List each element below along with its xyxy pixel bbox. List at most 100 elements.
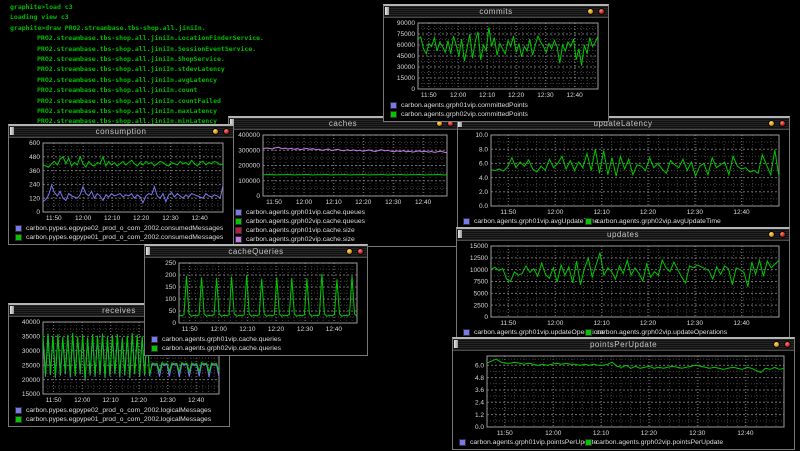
y-tick-label: 15000 <box>470 243 488 250</box>
terminal-line: PRO2.streambase.tbs-shop.all.jiniIn.stde… <box>37 65 225 74</box>
minimize-button[interactable] <box>346 248 353 255</box>
minimize-button[interactable] <box>587 8 594 15</box>
legend-swatch-green-icon <box>585 329 593 336</box>
terminal-line: PRO2.streambase.tbs-shop.all.jiniIn.minL… <box>37 117 218 126</box>
legend-swatch-green-icon <box>15 234 22 241</box>
legend-swatch-green-icon <box>390 111 397 118</box>
legend-item: carbon.agents.grph01vip.committedPoints <box>390 101 604 110</box>
legend-item: carbon.agents.grph01vip.cache.queries <box>151 335 363 344</box>
legend-label: carbon.pypes.egpype02_prod_o_com_2002.lo… <box>26 407 212 414</box>
titlebar[interactable]: cacheQueries <box>145 246 367 258</box>
legend-item: carbon.pypes.egpype01_prod_o_com_2002.co… <box>15 233 229 242</box>
minimize-button[interactable] <box>768 120 775 127</box>
y-tick-label: 30000 <box>22 348 40 355</box>
x-tick-label: 12:10 <box>104 215 121 222</box>
y-tick-label: 10000 <box>470 267 488 274</box>
y-tick-label: 120 <box>29 195 40 202</box>
legend-swatch-violet-icon <box>235 236 242 243</box>
close-button[interactable] <box>779 231 786 238</box>
titlebar[interactable]: consumption <box>9 126 233 138</box>
legend-swatch-blue-icon <box>459 439 466 446</box>
legend-swatch-blue-icon <box>15 407 22 414</box>
x-tick-label: 12:30 <box>159 397 176 404</box>
y-tick-label: 200000 <box>238 163 260 170</box>
x-tick-label: 12:20 <box>508 92 525 99</box>
titlebar[interactable]: pointsPerUpdate <box>453 339 794 351</box>
legend-item: carbon.agents.grph02vip.cache.queues <box>235 217 453 226</box>
terminal-line: PRO2.streambase.tbs-shop.all.jiniIn.avgL… <box>37 75 218 84</box>
x-tick-label: 12:40 <box>566 92 583 99</box>
y-tick-label: 360 <box>29 168 40 175</box>
close-button[interactable] <box>357 248 364 255</box>
legend-swatch-green-icon <box>585 218 593 225</box>
legend-item: carbon.agents.grph01vip.cache.queues <box>235 208 453 217</box>
series-line-green <box>42 155 224 169</box>
chart-canvas: 0 15000 30000 45000 60000 75000 90000 11:50 12:0… <box>397 20 599 99</box>
legend-item: carbon.agents.grph01vip.updateOperations <box>463 328 605 337</box>
x-tick-label: 12:20 <box>268 326 285 333</box>
y-tick-label: 0 <box>411 86 415 93</box>
x-tick-label: 12:40 <box>733 320 750 327</box>
legend-item: carbon.pypes.egpype02_prod_o_com_2002.co… <box>15 224 229 233</box>
x-tick-label: 12:40 <box>326 326 343 333</box>
x-tick-label: 11:50 <box>46 215 62 222</box>
legend-label: carbon.agents.grph02vip.cache.queues <box>246 218 366 225</box>
y-tick-label: 15000 <box>397 75 415 82</box>
legend-swatch-green-icon <box>15 416 22 423</box>
y-tick-label: 0 <box>484 314 488 321</box>
chart-canvas: 0.0 1.2 2.4 3.6 4.8 6.0 11:50 12:00 12:10 12:20 12… <box>475 355 785 437</box>
x-tick-label: 11:50 <box>46 397 62 404</box>
y-tick-label: 400000 <box>238 132 260 139</box>
y-tick-label: 6.0 <box>479 161 488 168</box>
window-title: receives <box>102 306 136 315</box>
titlebar-grip-icon <box>10 306 14 314</box>
titlebar-grip-icon <box>10 127 14 135</box>
x-tick-label: 12:40 <box>733 209 750 216</box>
titlebar[interactable]: commits <box>384 6 608 18</box>
terminal-line: Loading view c3 <box>10 13 69 22</box>
x-tick-label: 12:10 <box>593 320 610 327</box>
titlebar[interactable]: updates <box>457 229 789 241</box>
terminal-line: PRO2.streambase.tbs-shop.all.jiniIn.coun… <box>37 96 221 105</box>
x-tick-label: 12:00 <box>211 326 228 333</box>
x-tick-label: 12:40 <box>737 430 754 437</box>
titlebar-grip-icon <box>385 7 389 15</box>
y-tick-label: 0 <box>36 209 40 216</box>
y-tick-label: 45000 <box>397 53 415 60</box>
legend-item: carbon.agents.grph02vip.pointsPerUpdate <box>584 438 723 447</box>
legend: carbon.pypes.egpype02_prod_o_com_2002.co… <box>15 224 229 242</box>
chart-canvas: 0 50 100 150 200 250 11:50 12:00 12:10 12:20 12:30… <box>165 260 358 333</box>
y-tick-label: 75000 <box>397 31 415 38</box>
y-tick-label: 3.6 <box>475 387 484 394</box>
close-button[interactable] <box>223 128 230 135</box>
titlebar-grip-icon <box>146 247 150 255</box>
close-button[interactable] <box>784 341 791 348</box>
chart-body: 0.0 2.0 4.0 6.0 8.0 10.0 11:50 12:00 12:10 12:20 1… <box>457 130 789 228</box>
x-tick-label: 12:10 <box>593 430 610 437</box>
legend-swatch-blue-icon <box>463 329 470 336</box>
x-tick-label: 12:00 <box>296 199 313 206</box>
y-tick-label: 12500 <box>470 255 488 262</box>
minimize-button[interactable] <box>773 341 780 348</box>
y-tick-label: 2.4 <box>475 400 484 407</box>
window-title: commits <box>479 7 513 16</box>
x-tick-label: 12:00 <box>74 397 91 404</box>
series-line-blue <box>42 184 224 204</box>
close-button[interactable] <box>598 8 605 15</box>
minimize-button[interactable] <box>212 128 219 135</box>
y-tick-label: 0 <box>172 320 176 327</box>
x-tick-label: 12:30 <box>385 199 402 206</box>
window-pointsPerUpdate: pointsPerUpdate 0.0 1.2 2.4 3.6 4.8 6.0 11:50 1… <box>452 337 795 450</box>
minimize-button[interactable] <box>768 231 775 238</box>
y-tick-label: 480 <box>29 154 40 161</box>
terminal-line: PRO2.streambase.tbs-shop.all.jiniIn.Shop… <box>37 55 225 64</box>
x-tick-label: 11:50 <box>500 209 516 216</box>
close-button[interactable] <box>779 120 786 127</box>
titlebar-grip-icon <box>230 119 234 127</box>
legend: carbon.pypes.egpype02_prod_o_com_2002.lo… <box>15 406 225 424</box>
y-tick-label: 2.0 <box>479 189 488 196</box>
legend-swatch-blue-icon <box>235 209 242 216</box>
x-tick-label: 11:50 <box>497 430 513 437</box>
x-tick-label: 12:40 <box>191 215 208 222</box>
